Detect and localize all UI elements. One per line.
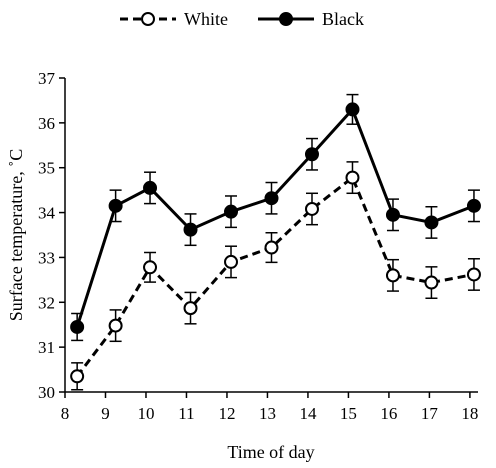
legend-label-black: Black	[322, 9, 364, 29]
series-line-white	[75, 175, 475, 378]
series-line-black	[75, 106, 475, 328]
axes	[64, 78, 478, 393]
x-tick-label: 14	[299, 404, 317, 423]
data-point-black	[424, 215, 439, 230]
y-tick-label: 31	[38, 338, 55, 357]
series-black	[70, 93, 481, 342]
x-tick-label: 17	[421, 404, 439, 423]
series-layer	[70, 93, 481, 391]
data-point-black	[143, 180, 158, 195]
x-tick-label: 11	[178, 404, 194, 423]
x-tick-label: 8	[61, 404, 70, 423]
y-ticks: 30 31 32 33 34 35 36 37	[38, 69, 65, 402]
legend-item-black: Black	[258, 9, 364, 29]
data-point-black	[345, 102, 360, 117]
data-point-white	[304, 201, 319, 216]
data-point-white	[264, 240, 279, 255]
data-point-black	[264, 191, 279, 206]
x-tick-label: 18	[461, 404, 478, 423]
legend-label-white: White	[184, 9, 228, 29]
x-tick-label: 16	[380, 404, 397, 423]
data-point-black	[183, 222, 198, 237]
data-point-black	[385, 207, 400, 222]
x-tick-label: 10	[137, 404, 154, 423]
data-point-white	[183, 301, 198, 316]
data-point-white	[108, 318, 123, 333]
legend-item-white: White	[120, 9, 228, 29]
x-tick-label: 13	[259, 404, 276, 423]
data-point-black	[108, 198, 123, 213]
y-tick-label: 30	[38, 383, 55, 402]
data-point-white	[70, 369, 85, 384]
x-tick-label: 12	[218, 404, 235, 423]
y-tick-label: 32	[38, 293, 55, 312]
data-point-black	[466, 198, 481, 213]
x-axis-label: Time of day	[227, 442, 314, 462]
data-point-white	[143, 260, 158, 275]
x-tick-label: 9	[101, 404, 110, 423]
y-tick-label: 37	[38, 69, 56, 88]
x-tick-label: 15	[340, 404, 357, 423]
y-tick-label: 36	[38, 114, 55, 133]
data-point-white	[385, 268, 400, 283]
y-tick-label: 35	[38, 159, 55, 178]
y-tick-label: 34	[38, 204, 56, 223]
y-axis-label: Surface temperature, ˚C	[6, 149, 26, 321]
data-point-white	[224, 254, 239, 269]
legend-marker-white	[141, 12, 155, 26]
y-tick-label: 33	[38, 248, 55, 267]
data-point-white	[424, 275, 439, 290]
legend-marker-black	[279, 12, 293, 26]
data-point-white	[345, 170, 360, 185]
series-white	[70, 161, 481, 391]
x-ticks: 8 9 10 11 12 13 14 15 16 17 18	[61, 392, 478, 423]
legend: White Black	[120, 9, 364, 29]
data-point-black	[224, 204, 239, 219]
data-point-black	[304, 147, 319, 162]
data-point-black	[70, 319, 85, 334]
data-point-white	[466, 267, 481, 282]
